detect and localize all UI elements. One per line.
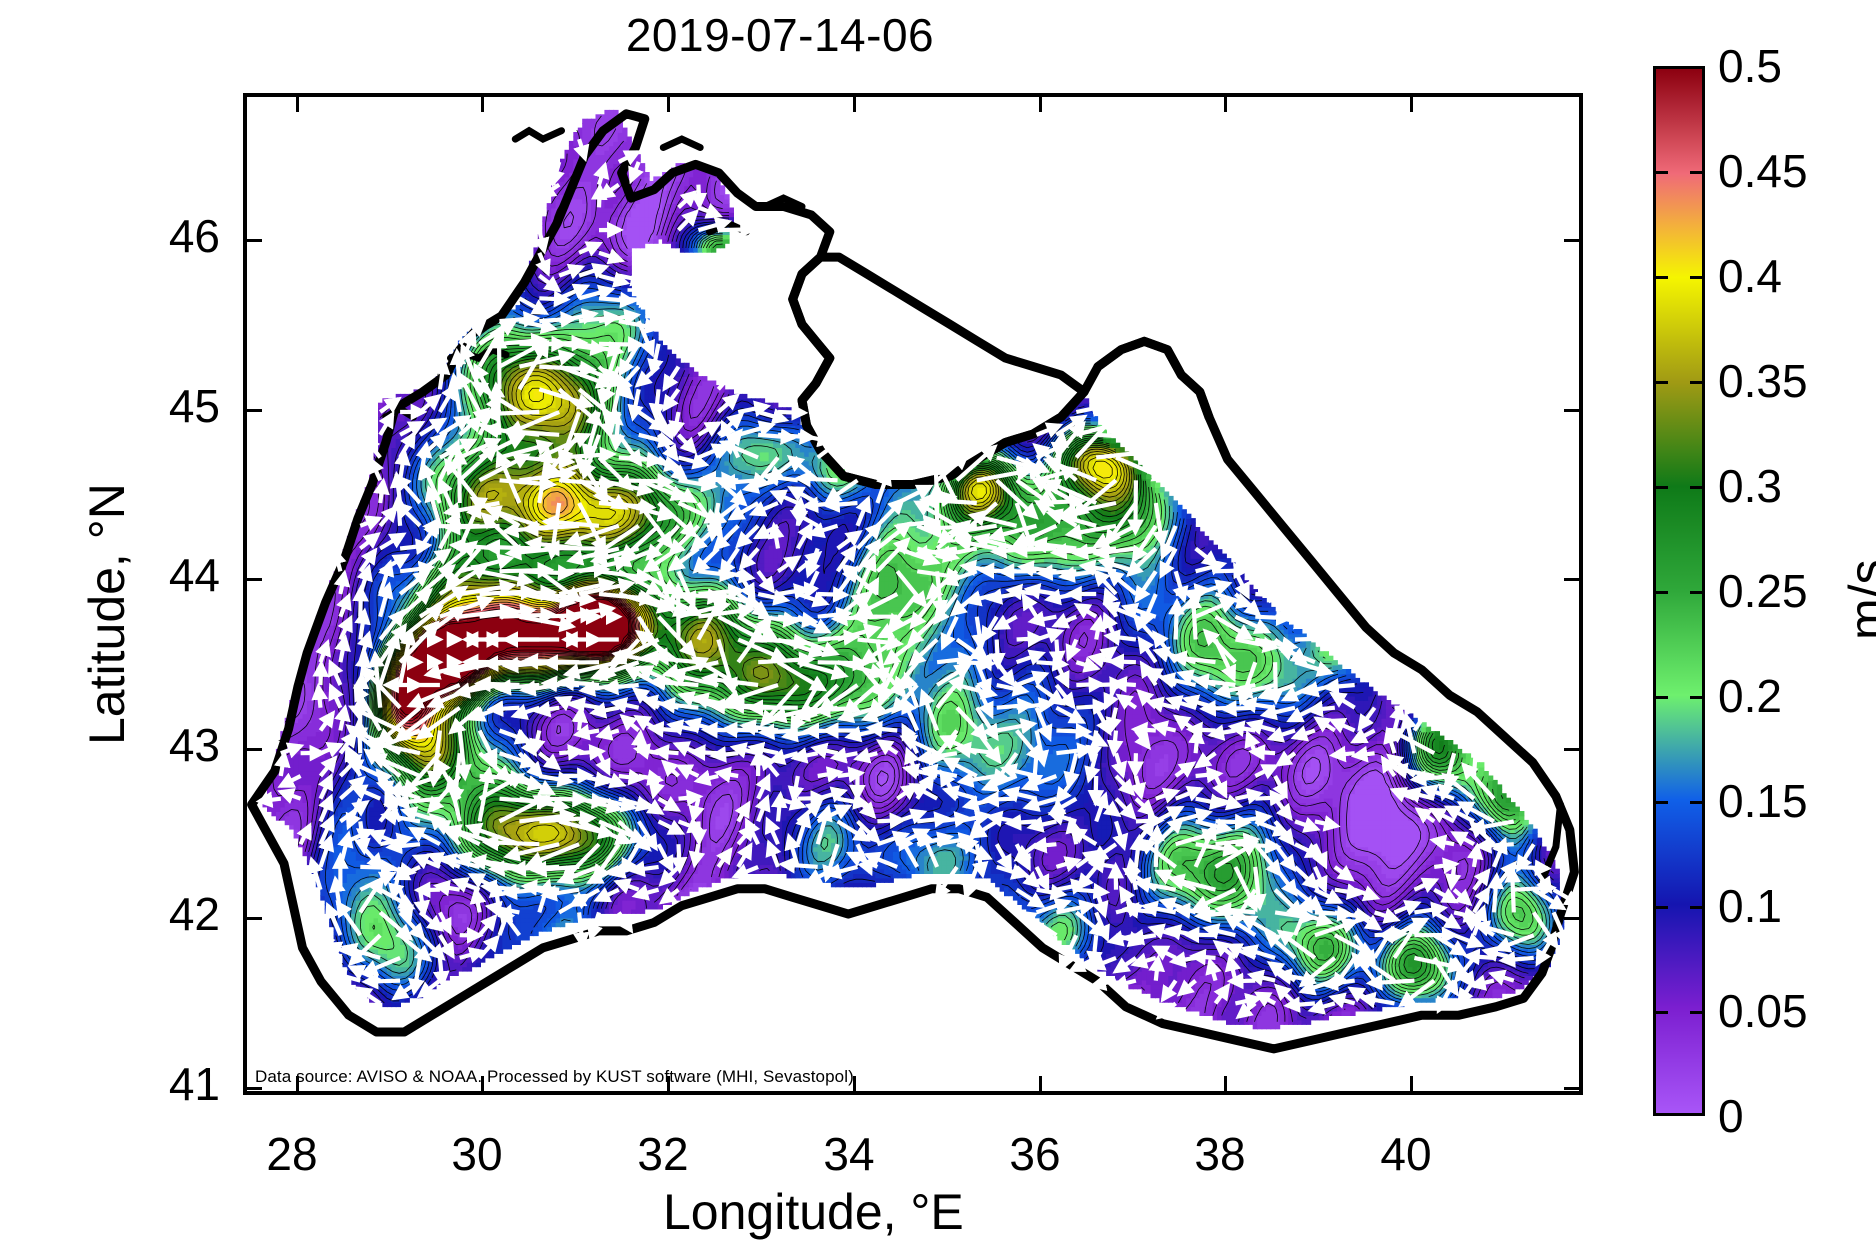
x-ticklabel-30: 30	[417, 1127, 537, 1181]
y-tick-right-44	[1564, 578, 1579, 581]
x-tick-36	[1039, 1076, 1042, 1091]
cb-label-030: 0.3	[1718, 459, 1782, 513]
x-tick-top-28	[296, 97, 299, 112]
y-tick-right-41	[1564, 1087, 1579, 1090]
x-tick-top-30	[481, 97, 484, 112]
page-title: 2019-07-14-06	[0, 8, 1560, 62]
black-sea-current-map	[247, 97, 1579, 1091]
x-tick-38	[1224, 1076, 1227, 1091]
cb-tick-025-l	[1656, 591, 1668, 594]
cb-tick-020-r	[1690, 696, 1702, 699]
cb-tick-040-r	[1690, 276, 1702, 279]
y-ticklabel-41: 41	[100, 1057, 220, 1111]
cb-tick-025-r	[1690, 591, 1702, 594]
y-tick-right-45	[1564, 409, 1579, 412]
y-ticklabel-42: 42	[100, 887, 220, 941]
cb-label-035: 0.35	[1718, 354, 1808, 408]
x-ticklabel-38: 38	[1160, 1127, 1280, 1181]
y-tick-46	[247, 239, 262, 242]
colorbar-unit-label: m/s	[1838, 559, 1876, 640]
x-tick-top-32	[667, 97, 670, 112]
map-plot-area: Data source: AVISO & NOAA. Processed by …	[243, 93, 1583, 1095]
cb-label-005: 0.05	[1718, 984, 1808, 1038]
cb-tick-010-l	[1656, 906, 1668, 909]
y-tick-44	[247, 578, 262, 581]
colorbar	[1653, 66, 1705, 1116]
cb-tick-015-l	[1656, 801, 1668, 804]
x-ticklabel-34: 34	[789, 1127, 909, 1181]
cb-tick-005-l	[1656, 1011, 1668, 1014]
y-ticklabel-45: 45	[100, 379, 220, 433]
y-tick-right-43	[1564, 748, 1579, 751]
x-tick-top-34	[853, 97, 856, 112]
cb-label-040: 0.4	[1718, 249, 1782, 303]
x-tick-top-36	[1039, 97, 1042, 112]
y-tick-42	[247, 917, 262, 920]
cb-label-025: 0.25	[1718, 564, 1808, 618]
cb-tick-045-l	[1656, 171, 1668, 174]
cb-tick-020-l	[1656, 696, 1668, 699]
cb-tick-030-l	[1656, 486, 1668, 489]
cb-tick-005-r	[1690, 1011, 1702, 1014]
y-tick-43	[247, 748, 262, 751]
x-axis-title: Longitude, °E	[663, 1183, 964, 1241]
map-canvas	[247, 97, 1579, 1091]
x-ticklabel-28: 28	[232, 1127, 352, 1181]
cb-label-050: 0.5	[1718, 39, 1782, 93]
attribution-text: Data source: AVISO & NOAA. Processed by …	[255, 1067, 854, 1087]
y-tick-right-46	[1564, 239, 1579, 242]
cb-label-015: 0.15	[1718, 774, 1808, 828]
cb-tick-030-r	[1690, 486, 1702, 489]
y-axis-title: Latitude, °N	[78, 483, 136, 745]
x-tick-top-38	[1224, 97, 1227, 112]
cb-label-020: 0.2	[1718, 669, 1782, 723]
cb-label-000: 0	[1718, 1089, 1744, 1143]
cb-tick-015-r	[1690, 801, 1702, 804]
cb-tick-035-l	[1656, 381, 1668, 384]
y-tick-right-42	[1564, 917, 1579, 920]
cb-label-045: 0.45	[1718, 144, 1808, 198]
cb-label-010: 0.1	[1718, 879, 1782, 933]
x-tick-40	[1410, 1076, 1413, 1091]
cb-tick-040-l	[1656, 276, 1668, 279]
cb-tick-035-r	[1690, 381, 1702, 384]
x-ticklabel-40: 40	[1346, 1127, 1466, 1181]
y-tick-45	[247, 409, 262, 412]
y-ticklabel-46: 46	[100, 209, 220, 263]
y-tick-41	[247, 1087, 262, 1090]
cb-tick-010-r	[1690, 906, 1702, 909]
x-ticklabel-32: 32	[603, 1127, 723, 1181]
x-tick-top-40	[1410, 97, 1413, 112]
cb-tick-045-r	[1690, 171, 1702, 174]
x-ticklabel-36: 36	[975, 1127, 1095, 1181]
